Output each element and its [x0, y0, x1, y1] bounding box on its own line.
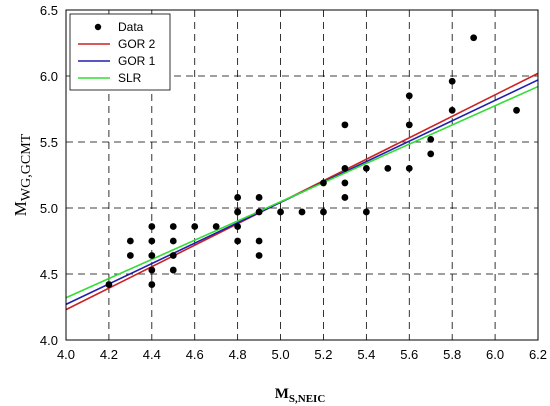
data-point [191, 223, 199, 230]
data-point [255, 208, 263, 216]
data-point [320, 208, 327, 216]
data-point [341, 194, 349, 201]
legend-marker-data [94, 23, 102, 31]
data-point [427, 150, 435, 158]
x-tick-label: 5.8 [443, 347, 461, 362]
data-point [513, 106, 520, 114]
data-point [126, 252, 134, 259]
x-tick-label: 4.8 [229, 347, 247, 362]
data-point [169, 237, 177, 245]
x-tick-label: 4.2 [100, 347, 118, 362]
data-point [320, 179, 327, 187]
data-point [405, 121, 413, 129]
data-point [234, 223, 242, 230]
data-point [126, 237, 134, 245]
y-axis-title: MWG,GCMT [11, 133, 34, 216]
series-layer [65, 34, 539, 311]
y-tick-label: 4.5 [40, 267, 58, 282]
data-point [234, 208, 242, 216]
data-point [255, 237, 263, 245]
data-point [362, 208, 370, 216]
legend-label-slr: SLR [118, 71, 142, 85]
legend-label-gor1: GOR 1 [118, 54, 156, 68]
y-axis-title-main: M [11, 201, 30, 216]
x-tick-label: 5.6 [400, 347, 418, 362]
legend-label-data: Data [118, 20, 144, 34]
data-point [405, 165, 413, 172]
data-point [148, 223, 156, 230]
data-point [341, 121, 349, 129]
data-point [448, 77, 456, 85]
x-tick-label: 5.2 [314, 347, 332, 362]
data-point [105, 281, 113, 288]
data-point [405, 92, 413, 100]
data-point [212, 223, 220, 230]
x-tick-label: 5.4 [357, 347, 375, 362]
y-tick-label: 4.0 [40, 333, 58, 348]
data-point [362, 165, 370, 172]
x-tick-label: 4.4 [143, 347, 161, 362]
data-point [148, 266, 156, 274]
data-point [298, 208, 306, 216]
x-tick-label: 5.0 [272, 347, 290, 362]
data-point [234, 194, 242, 201]
data-point [448, 106, 456, 114]
data-point [341, 165, 349, 172]
data-point [277, 208, 284, 216]
x-axis-title-main: M [275, 386, 289, 402]
data-point [470, 34, 478, 42]
data-point [234, 237, 242, 245]
plot-frame [65, 9, 539, 341]
data-point [169, 223, 177, 230]
x-axis-title-sub: S,NEIC [289, 393, 325, 405]
legend: Data GOR 2 GOR 1 SLR [69, 13, 171, 91]
tick-labels: 4.0 4.2 4.4 4.6 4.8 5.0 5.2 5.4 5.6 5.8 6.0 6.2 4.0 4… [40, 3, 547, 362]
data-point [169, 252, 177, 259]
data-point [384, 165, 392, 172]
series-line-slr [65, 85, 539, 299]
y-tick-label: 5.5 [40, 135, 58, 150]
x-tick-label: 4.6 [186, 347, 204, 362]
data-point [427, 135, 435, 143]
y-axis-title-sub: WG,GCMT [19, 133, 34, 201]
y-tick-label: 5.0 [40, 201, 58, 216]
data-point [148, 252, 156, 259]
x-tick-label: 6.0 [486, 347, 504, 362]
x-axis-title: MS,NEIC [275, 386, 326, 405]
data-point [148, 281, 156, 288]
y-tick-label: 6.0 [40, 69, 58, 84]
x-tick-label: 4.0 [57, 347, 75, 362]
data-point [255, 194, 263, 201]
data-point [341, 179, 349, 187]
legend-label-gor2: GOR 2 [118, 37, 156, 51]
data-point [169, 266, 177, 274]
y-tick-label: 6.5 [40, 3, 58, 18]
x-tick-label: 6.2 [529, 347, 547, 362]
data-point [255, 252, 263, 259]
data-point [148, 237, 156, 245]
